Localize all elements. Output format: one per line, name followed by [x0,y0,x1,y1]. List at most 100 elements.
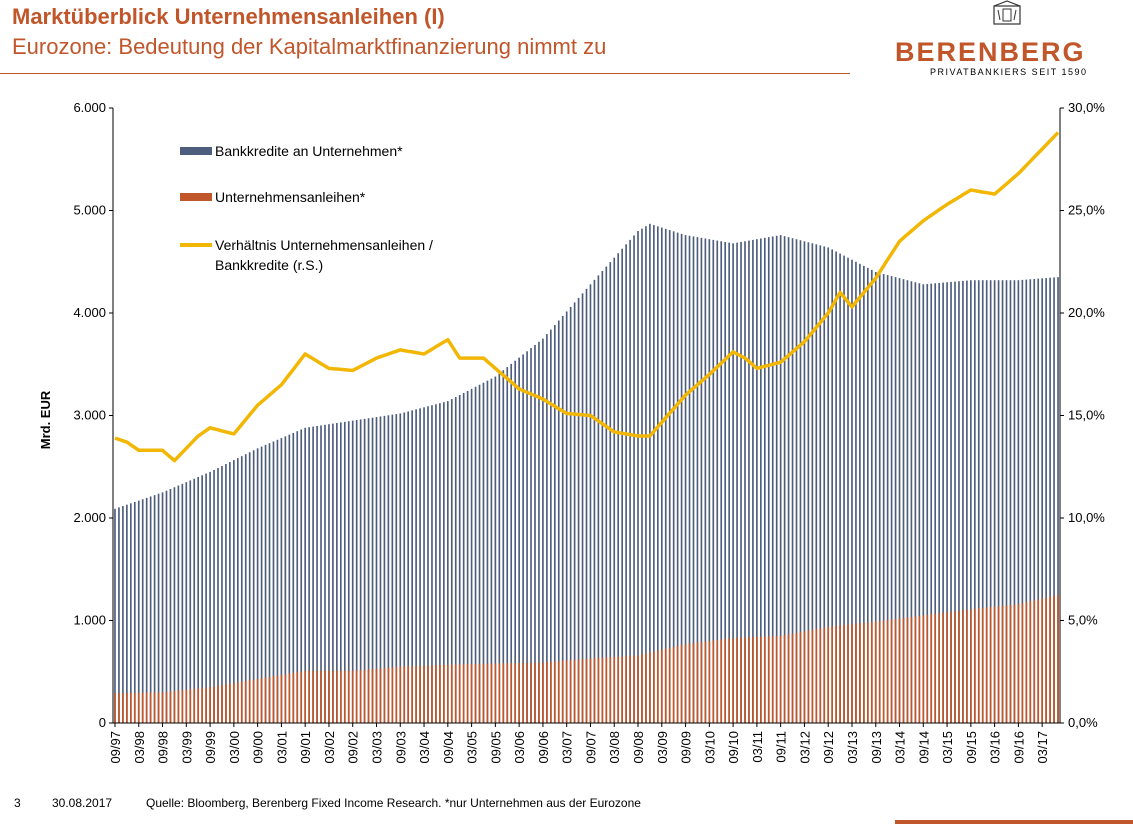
bar-bank-loans [625,244,627,723]
bar-bank-loans [173,487,176,723]
x-tick-label: 03/10 [702,731,717,764]
bar-bank-loans [1013,280,1016,723]
bar-corporate-bonds [367,669,370,723]
bar-corporate-bonds [399,666,402,723]
bar-corporate-bonds [466,664,469,723]
bar-corporate-bonds [997,606,1000,723]
bar-bank-loans [906,280,909,723]
y-axis-label: Mrd. EUR [38,390,53,449]
y-tick-label: 5.000 [73,203,106,218]
bar-bank-loans [950,281,952,723]
bar-corporate-bonds [435,665,437,723]
bar-corporate-bonds [1053,595,1055,723]
bar-bank-loans [205,473,207,723]
bar-bank-loans [530,348,532,723]
bar-corporate-bonds [324,670,326,723]
bar-corporate-bonds [122,693,124,723]
bar-corporate-bonds [585,658,588,723]
bar-bank-loans [795,239,798,723]
bar-corporate-bonds [748,637,750,723]
bar-corporate-bonds [660,649,663,723]
bar-corporate-bonds [542,662,544,723]
legend-label-ratio: Verhältnis Unternehmensanleihen / Bankkre… [215,237,433,273]
bar-bank-loans [847,257,849,723]
bar-bank-loans [736,242,738,723]
bar-bank-loans [649,223,651,723]
bar-bank-loans [450,399,453,723]
bar-bank-loans [244,454,247,723]
bar-corporate-bonds [343,670,346,723]
x-tick-label: 03/05 [465,731,480,764]
bar-bank-loans [930,283,933,723]
bar-corporate-bonds [137,692,140,723]
bar-corporate-bonds [855,623,857,723]
bar-corporate-bonds [601,657,604,723]
page-subtitle: Eurozone: Bedeutung der Kapitalmarktfina… [12,34,607,59]
bar-bank-loans [866,267,869,723]
y-tick-label: 1.000 [73,613,106,628]
bar-bank-loans [997,280,1000,723]
bar-bank-loans [827,247,830,723]
bar-corporate-bonds [205,687,207,723]
x-tick-label: 03/11 [750,731,765,763]
bar-bank-loans [490,378,493,723]
bar-corporate-bonds [332,670,334,723]
bar-bank-loans [217,467,219,723]
bar-corporate-bonds [930,614,933,723]
bar-corporate-bonds [129,692,132,723]
bar-bank-loans [993,280,996,723]
bar-bank-loans [470,388,473,723]
bar-bank-loans [815,244,818,723]
bar-corporate-bonds [328,670,330,723]
bar-corporate-bonds [981,607,984,723]
bar-corporate-bonds [248,680,251,723]
bar-bank-loans [383,415,386,723]
bar-bank-loans [1005,280,1008,723]
bar-corporate-bonds [450,664,453,723]
bar-bank-loans [526,351,528,723]
bar-corporate-bonds [684,644,687,723]
bar-corporate-bonds [379,668,382,723]
bar-corporate-bonds [304,670,307,723]
bar-corporate-bonds [569,660,572,723]
corporate-bond-bars [114,594,1059,723]
bar-bank-loans [700,237,703,724]
bar-corporate-bonds [181,690,184,723]
bar-corporate-bonds [771,636,774,723]
x-tick-label: 09/98 [156,731,171,764]
bar-corporate-bonds [581,659,584,723]
bar-bank-loans [958,281,960,723]
bar-bank-loans [240,456,243,723]
bar-bank-loans [1025,279,1028,723]
x-tick-label: 03/02 [322,731,337,764]
bar-bank-loans [133,501,136,723]
bar-bank-loans [510,363,513,723]
bar-bank-loans [775,235,778,724]
bar-corporate-bonds [114,693,116,723]
bar-corporate-bonds [922,615,925,723]
bar-bank-loans [1029,279,1032,723]
bar-corporate-bonds [775,636,778,723]
bar-bank-loans [680,233,683,723]
bar-corporate-bonds [244,680,247,723]
bar-corporate-bonds [696,642,699,723]
bar-bank-loans [779,235,782,723]
bar-corporate-bonds [514,663,517,723]
bar-bank-loans [439,403,441,723]
bar-bank-loans [419,408,421,723]
bar-bank-loans [260,446,263,723]
bar-corporate-bonds [506,663,509,723]
bar-bank-loans [391,414,394,723]
bar-bank-loans [708,239,711,723]
bar-bank-loans [1037,278,1040,723]
bar-corporate-bonds [209,687,211,723]
bar-corporate-bonds [874,621,877,723]
x-tick-label: 09/00 [251,731,266,764]
x-tick-label: 03/09 [655,731,670,764]
bar-bank-loans [672,231,675,723]
tick-labels: 0 1.000 2.000 3.000 4.000 5.000 6.000 0,0% 5,0% 1… [73,100,1105,764]
bar-bank-loans [744,241,746,723]
bar-corporate-bonds [288,673,291,723]
bar-corporate-bonds [708,641,711,723]
bar-corporate-bonds [760,636,762,723]
